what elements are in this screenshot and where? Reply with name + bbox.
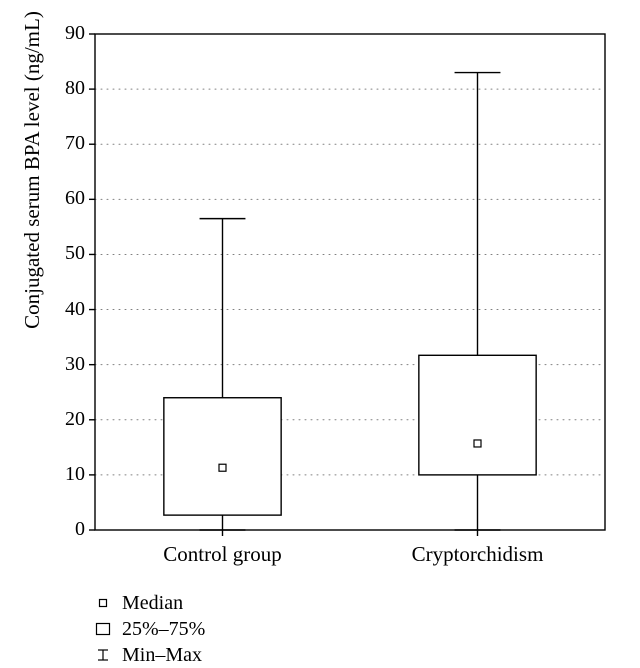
legend-label: 25%–75% (116, 618, 205, 641)
legend-item-median: Median (90, 590, 205, 616)
y-tick-label: 40 (45, 298, 85, 321)
legend: Median 25%–75% Min–Max (90, 590, 205, 668)
y-tick-label: 30 (45, 353, 85, 376)
y-tick-label: 20 (45, 408, 85, 431)
x-category-label: Cryptorchidism (368, 542, 588, 567)
y-tick-label: 0 (45, 518, 85, 541)
y-tick-label: 90 (45, 22, 85, 45)
y-tick-label: 50 (45, 242, 85, 265)
y-tick-label: 10 (45, 463, 85, 486)
y-tick-label: 70 (45, 132, 85, 155)
page: Conjugated serum BPA level (ng/mL) 0 10 20… (0, 0, 640, 661)
x-category-label: Control group (113, 542, 333, 567)
median-marker-icon (90, 596, 116, 610)
y-axis-label: Conjugated serum BPA level (ng/mL) (20, 0, 45, 380)
y-tick-label: 80 (45, 77, 85, 100)
legend-item-whisker: Min–Max (90, 642, 205, 668)
legend-item-box: 25%–75% (90, 616, 205, 642)
y-tick-label: 60 (45, 187, 85, 210)
legend-label: Min–Max (116, 644, 202, 667)
box-icon (90, 622, 116, 636)
legend-label: Median (116, 592, 183, 615)
